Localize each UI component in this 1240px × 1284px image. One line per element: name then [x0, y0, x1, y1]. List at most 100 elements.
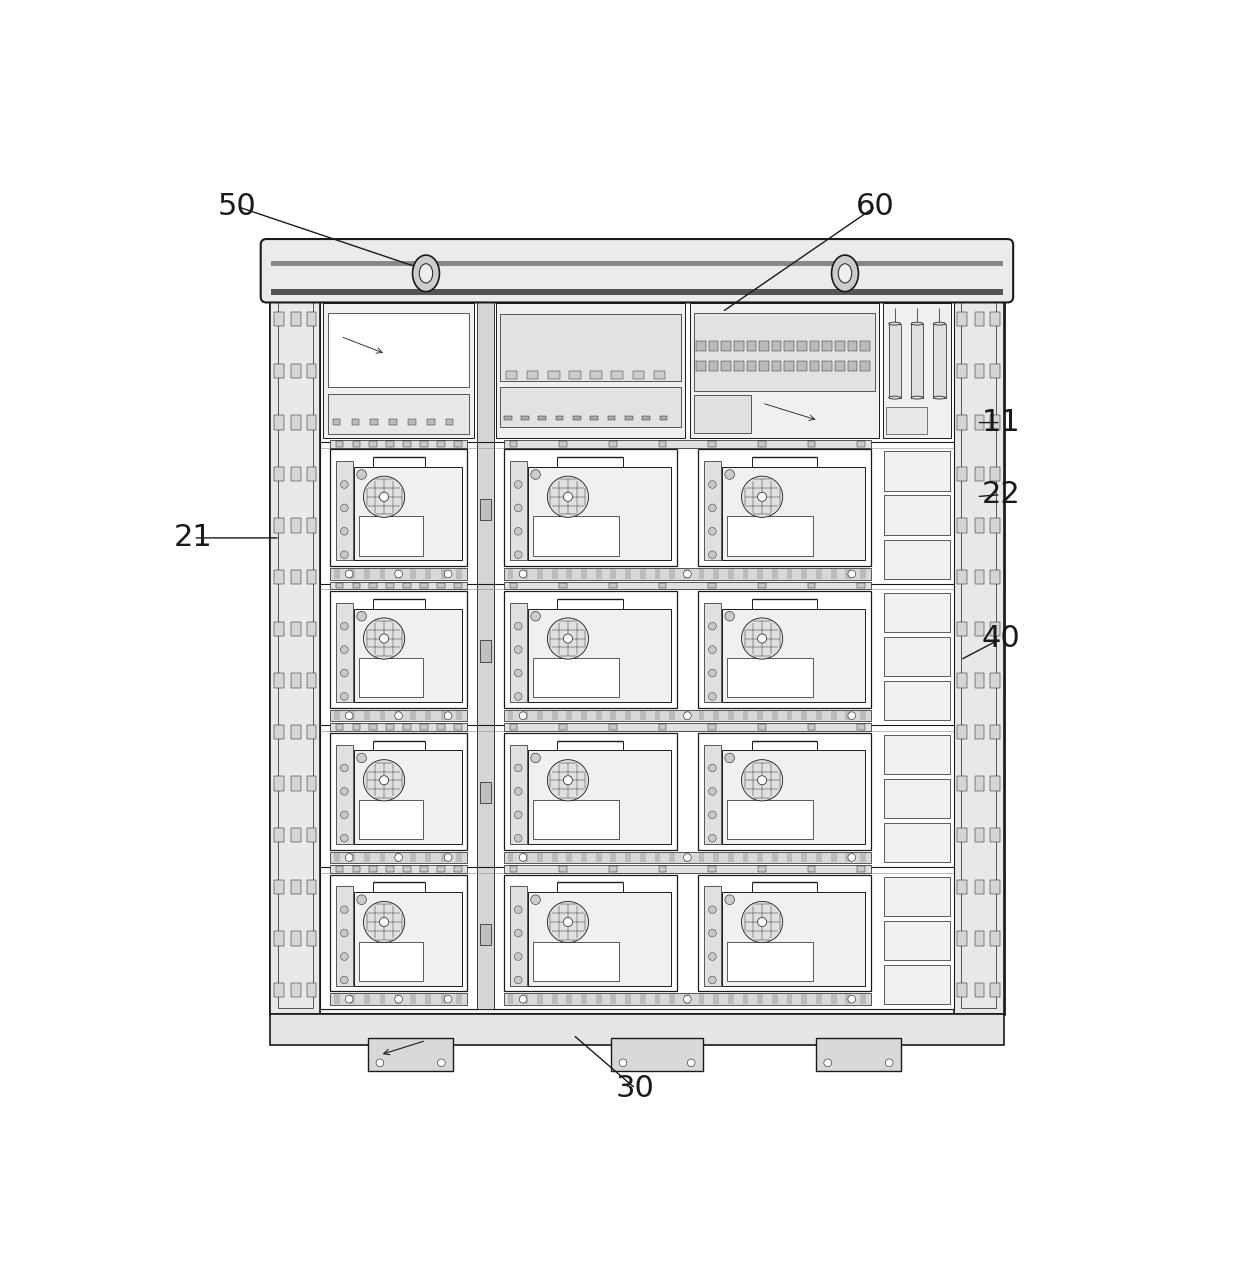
Bar — [522, 853, 528, 863]
Bar — [708, 867, 715, 872]
Bar — [533, 800, 619, 840]
Circle shape — [515, 787, 522, 795]
Bar — [625, 994, 631, 1004]
Bar — [801, 569, 807, 579]
Bar — [528, 892, 671, 986]
Bar — [590, 416, 598, 420]
Bar — [387, 724, 394, 731]
FancyBboxPatch shape — [260, 239, 1013, 303]
Bar — [884, 452, 950, 490]
Circle shape — [515, 764, 522, 772]
Bar — [611, 1037, 703, 1071]
Circle shape — [725, 895, 734, 904]
Circle shape — [345, 854, 353, 862]
Bar — [743, 853, 749, 863]
Bar — [625, 711, 631, 720]
Bar — [306, 519, 316, 533]
Bar — [306, 673, 316, 688]
Bar — [552, 711, 558, 720]
Bar — [379, 569, 386, 579]
Bar — [642, 416, 650, 420]
Bar — [291, 982, 301, 998]
Circle shape — [758, 776, 766, 785]
Bar — [961, 300, 996, 1008]
Bar — [477, 299, 495, 1009]
Text: 11: 11 — [981, 408, 1021, 437]
Bar — [274, 673, 284, 688]
Bar — [348, 569, 355, 579]
Bar — [365, 994, 370, 1004]
Bar — [861, 853, 866, 863]
Bar — [713, 711, 719, 720]
Bar — [610, 569, 616, 579]
Bar — [861, 361, 869, 371]
Bar — [425, 994, 432, 1004]
Bar — [807, 583, 816, 588]
Circle shape — [345, 570, 353, 578]
Bar — [353, 467, 461, 561]
Circle shape — [547, 760, 589, 801]
Bar — [990, 673, 999, 688]
Bar — [684, 711, 689, 720]
Bar — [582, 569, 587, 579]
Bar — [957, 312, 967, 326]
Bar — [884, 964, 950, 1004]
Circle shape — [531, 754, 541, 763]
Bar — [990, 570, 999, 584]
Circle shape — [444, 995, 451, 1003]
Bar — [387, 867, 394, 872]
Bar — [436, 440, 445, 447]
Bar — [957, 982, 967, 998]
Bar — [336, 724, 343, 731]
Bar — [379, 711, 386, 720]
Bar — [291, 519, 301, 533]
Bar — [990, 982, 999, 998]
Circle shape — [341, 953, 348, 960]
Bar — [758, 711, 763, 720]
Bar — [352, 724, 361, 731]
Bar — [698, 853, 704, 863]
Bar — [352, 440, 361, 447]
Bar — [786, 569, 792, 579]
Circle shape — [708, 811, 717, 819]
Bar — [975, 570, 985, 584]
Bar — [816, 569, 822, 579]
Bar — [722, 892, 866, 986]
Bar — [336, 440, 343, 447]
Bar — [858, 724, 866, 731]
Bar — [291, 777, 301, 791]
Bar — [537, 711, 543, 720]
Circle shape — [515, 480, 522, 488]
Circle shape — [363, 476, 404, 517]
Circle shape — [708, 953, 717, 960]
Bar — [510, 602, 527, 702]
Bar — [274, 363, 284, 377]
Circle shape — [531, 470, 541, 479]
Bar — [522, 711, 528, 720]
Circle shape — [363, 618, 404, 659]
Bar — [758, 867, 766, 872]
Bar — [640, 711, 646, 720]
Bar — [510, 867, 517, 872]
Circle shape — [708, 551, 717, 559]
Bar — [728, 711, 734, 720]
Bar — [785, 340, 794, 351]
Bar — [722, 750, 866, 844]
Bar — [456, 711, 461, 720]
Bar — [797, 361, 807, 371]
Bar — [990, 467, 999, 482]
Bar — [330, 710, 467, 722]
Bar — [975, 880, 985, 894]
Bar — [503, 865, 870, 873]
Circle shape — [725, 611, 734, 621]
Ellipse shape — [889, 395, 900, 399]
Bar — [728, 994, 734, 1004]
Bar — [274, 982, 284, 998]
Bar — [957, 415, 967, 430]
Bar — [503, 569, 870, 579]
Bar — [480, 782, 491, 804]
Circle shape — [687, 1059, 696, 1067]
Bar — [704, 886, 720, 986]
Circle shape — [379, 776, 388, 785]
Bar — [394, 569, 401, 579]
